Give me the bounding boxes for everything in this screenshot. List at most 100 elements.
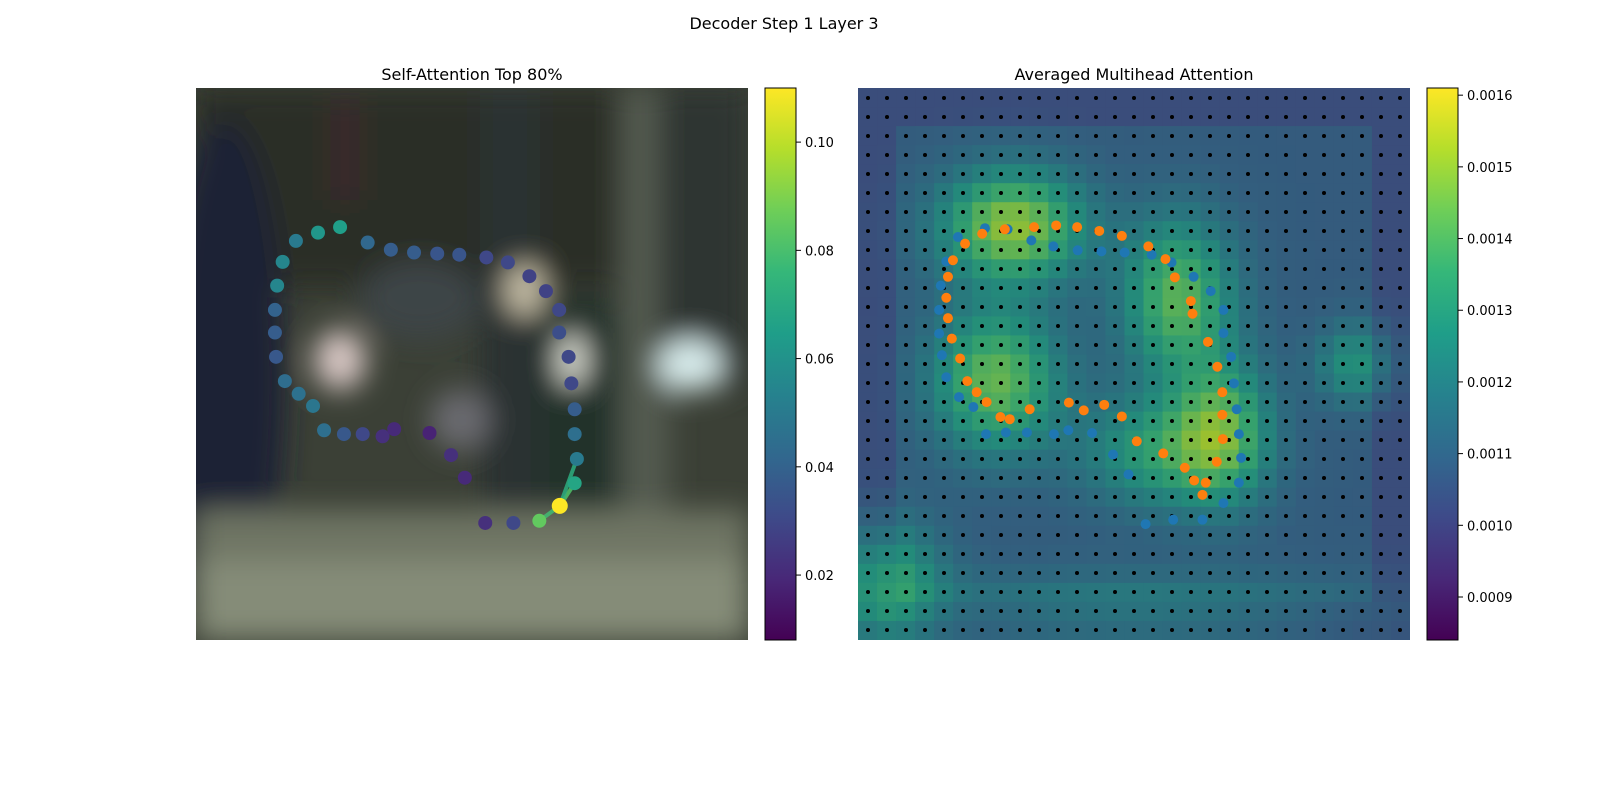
colorbar-tick-label: 0.10 bbox=[805, 136, 834, 151]
grid-dot bbox=[1341, 457, 1345, 461]
grid-dot bbox=[1113, 153, 1117, 157]
grid-dot bbox=[1170, 343, 1174, 347]
grid-dot bbox=[980, 267, 984, 271]
grid-dot bbox=[1265, 286, 1269, 290]
grid-dot bbox=[1056, 153, 1060, 157]
grid-dot bbox=[1379, 533, 1383, 537]
grid-dot bbox=[1132, 552, 1136, 556]
grid-dot bbox=[866, 457, 870, 461]
grid-dot bbox=[942, 628, 946, 632]
grid-dot bbox=[1322, 210, 1326, 214]
grid-dot bbox=[1322, 552, 1326, 556]
grid-dot bbox=[1398, 381, 1402, 385]
grid-dot bbox=[1322, 571, 1326, 575]
grid-dot bbox=[961, 533, 965, 537]
grid-dot bbox=[999, 381, 1003, 385]
grid-dot bbox=[1379, 400, 1383, 404]
grid-dot bbox=[1056, 286, 1060, 290]
grid-dot bbox=[1379, 476, 1383, 480]
grid-dot bbox=[1037, 457, 1041, 461]
grid-dot bbox=[1265, 343, 1269, 347]
grid-dot bbox=[1037, 438, 1041, 442]
attention-point bbox=[430, 246, 445, 261]
grid-dot bbox=[1075, 514, 1079, 518]
grid-dot bbox=[1132, 571, 1136, 575]
grid-dot bbox=[1132, 115, 1136, 119]
grid-dot bbox=[1227, 419, 1231, 423]
trajectory-point bbox=[1143, 241, 1154, 252]
grid-dot bbox=[1208, 305, 1212, 309]
grid-dot bbox=[1208, 324, 1212, 328]
grid-dot bbox=[1075, 362, 1079, 366]
trajectory-point bbox=[1000, 427, 1011, 438]
right-colorbar-ticks: 0.0009 0.0010 0.0011 0.0012 0.0013 0.0014 0.00… bbox=[1458, 89, 1513, 606]
trajectory-point bbox=[947, 255, 958, 266]
grid-dot bbox=[980, 571, 984, 575]
grid-dot bbox=[1037, 590, 1041, 594]
grid-dot bbox=[1208, 248, 1212, 252]
grid-dot bbox=[1075, 286, 1079, 290]
grid-dot bbox=[1113, 419, 1117, 423]
grid-dot bbox=[1037, 552, 1041, 556]
grid-dot bbox=[1284, 628, 1288, 632]
trajectory-point bbox=[1140, 519, 1151, 530]
grid-dot bbox=[1075, 153, 1079, 157]
grid-dot bbox=[1360, 191, 1364, 195]
attention-point bbox=[310, 225, 325, 240]
grid-dot bbox=[1018, 305, 1022, 309]
grid-dot bbox=[999, 476, 1003, 480]
grid-dot bbox=[1037, 286, 1041, 290]
grid-dot bbox=[1056, 533, 1060, 537]
attention-point bbox=[407, 245, 422, 260]
grid-dot bbox=[980, 476, 984, 480]
grid-dot bbox=[1094, 324, 1098, 328]
grid-dot bbox=[1246, 248, 1250, 252]
left-colorbar-ticks: 0.02 0.04 0.06 0.08 0.10 bbox=[796, 136, 834, 584]
grid-dot bbox=[1075, 381, 1079, 385]
grid-dot bbox=[1284, 457, 1288, 461]
grid-dot bbox=[1075, 96, 1079, 100]
grid-dot bbox=[1284, 96, 1288, 100]
grid-dot bbox=[904, 400, 908, 404]
grid-dot bbox=[1037, 134, 1041, 138]
grid-dot bbox=[980, 609, 984, 613]
trajectory-point bbox=[1123, 469, 1134, 480]
grid-dot bbox=[904, 267, 908, 271]
grid-dot bbox=[885, 210, 889, 214]
grid-dot bbox=[1018, 210, 1022, 214]
grid-dot bbox=[1322, 96, 1326, 100]
grid-dot bbox=[1189, 438, 1193, 442]
grid-dot bbox=[904, 362, 908, 366]
grid-dot bbox=[1379, 210, 1383, 214]
grid-dot bbox=[1379, 229, 1383, 233]
trajectory-point bbox=[981, 397, 992, 408]
grid-dot bbox=[980, 362, 984, 366]
grid-dot bbox=[1113, 172, 1117, 176]
left-background-photo bbox=[196, 88, 748, 640]
grid-dot bbox=[1341, 495, 1345, 499]
grid-dot bbox=[1189, 552, 1193, 556]
grid-dot bbox=[923, 533, 927, 537]
trajectory-point bbox=[1217, 409, 1228, 420]
grid-dot bbox=[923, 134, 927, 138]
grid-dot bbox=[1037, 628, 1041, 632]
grid-dot bbox=[1132, 248, 1136, 252]
grid-dot bbox=[942, 210, 946, 214]
grid-dot bbox=[942, 438, 946, 442]
grid-dot bbox=[1246, 229, 1250, 233]
grid-dot bbox=[1094, 286, 1098, 290]
grid-dot bbox=[1170, 533, 1174, 537]
grid-dot bbox=[1056, 438, 1060, 442]
grid-dot bbox=[942, 115, 946, 119]
trajectory-point bbox=[954, 392, 965, 403]
grid-dot bbox=[1018, 286, 1022, 290]
grid-dot bbox=[1284, 609, 1288, 613]
attention-point bbox=[277, 374, 292, 389]
grid-dot bbox=[942, 324, 946, 328]
left-panel-title: Self-Attention Top 80% bbox=[381, 65, 562, 84]
grid-dot bbox=[1189, 628, 1193, 632]
grid-dot bbox=[1151, 210, 1155, 214]
grid-dot bbox=[961, 172, 965, 176]
grid-dot bbox=[1170, 305, 1174, 309]
grid-dot bbox=[1094, 305, 1098, 309]
